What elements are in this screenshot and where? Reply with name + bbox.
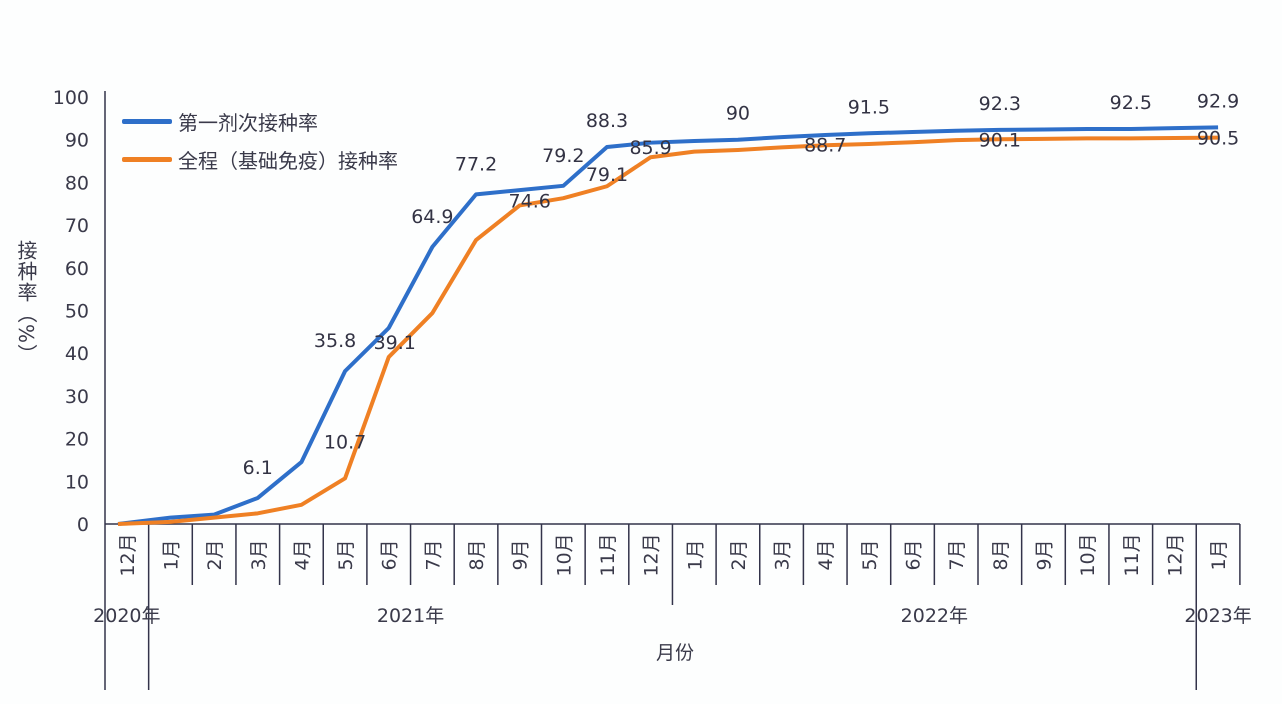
y-tick-label: 90 bbox=[65, 130, 89, 152]
data-label: 35.8 bbox=[314, 330, 356, 352]
data-label: 77.2 bbox=[455, 153, 497, 175]
x-axis-title: 月份 bbox=[656, 642, 694, 664]
x-tick-label: 11月 bbox=[1121, 533, 1143, 576]
series-line-full-course bbox=[117, 135, 1219, 526]
y-tick-label: 50 bbox=[65, 301, 89, 323]
data-label: 64.9 bbox=[411, 206, 453, 228]
x-tick-label: 1月 bbox=[160, 539, 182, 570]
x-tick-label: 3月 bbox=[772, 539, 794, 570]
data-label: 79.2 bbox=[542, 145, 584, 167]
x-tick-label: 12月 bbox=[117, 533, 139, 576]
y-tick-label: 20 bbox=[65, 429, 89, 451]
data-label: 88.3 bbox=[586, 110, 628, 132]
legend-label: 全程（基础免疫）接种率 bbox=[178, 148, 398, 173]
data-label: 10.7 bbox=[324, 431, 366, 453]
data-label: 92.5 bbox=[1110, 92, 1152, 114]
y-tick-label: 0 bbox=[77, 514, 89, 536]
x-tick-label: 1月 bbox=[684, 539, 706, 570]
year-label: 2021年 bbox=[377, 605, 444, 627]
x-tick-label: 1月 bbox=[1208, 539, 1230, 570]
legend: 第一剂次接种率 全程（基础免疫）接种率 bbox=[122, 102, 398, 178]
x-tick-label: 12月 bbox=[641, 533, 663, 576]
x-tick-label: 5月 bbox=[859, 539, 881, 570]
x-tick-label: 5月 bbox=[335, 539, 357, 570]
legend-label: 第一剂次接种率 bbox=[178, 110, 318, 135]
axes: 0 10 20 30 40 50 60 70 80 90 100 12月 1月 2月 3月 4月 5月 6月 7月 8… bbox=[53, 87, 1252, 690]
series-line-first-dose bbox=[117, 125, 1219, 526]
data-label: 92.9 bbox=[1197, 90, 1239, 112]
y-tick-label: 70 bbox=[65, 215, 89, 237]
data-label: 85.9 bbox=[629, 137, 671, 159]
y-axis-title: 接种率（%） bbox=[14, 240, 38, 366]
x-tick-label: 4月 bbox=[291, 539, 313, 570]
data-label: 90.1 bbox=[979, 129, 1021, 151]
x-tick-label: 7月 bbox=[946, 539, 968, 570]
year-label: 2020年 bbox=[93, 605, 160, 627]
year-label: 2022年 bbox=[901, 605, 968, 627]
data-label: 39.1 bbox=[374, 332, 416, 354]
series-lines bbox=[117, 125, 1219, 526]
x-tick-label: 8月 bbox=[990, 539, 1012, 570]
x-tick-label: 6月 bbox=[903, 539, 925, 570]
y-tick-label: 10 bbox=[65, 471, 89, 493]
x-tick-label: 8月 bbox=[466, 539, 488, 570]
data-label: 90 bbox=[726, 103, 750, 125]
x-tick-label: 10月 bbox=[1077, 533, 1099, 576]
legend-swatch-blue bbox=[122, 118, 172, 124]
x-tick-label: 2月 bbox=[728, 539, 750, 570]
data-label: 90.5 bbox=[1197, 128, 1239, 150]
data-label: 92.3 bbox=[979, 93, 1021, 115]
data-label: 6.1 bbox=[243, 457, 273, 479]
x-tick-label: 3月 bbox=[248, 539, 270, 570]
legend-item-first-dose: 第一剂次接种率 bbox=[122, 102, 398, 140]
data-label: 74.6 bbox=[509, 190, 551, 212]
y-tick-label: 100 bbox=[53, 87, 89, 109]
x-tick-label: 7月 bbox=[422, 539, 444, 570]
y-tick-label: 80 bbox=[65, 172, 89, 194]
x-tick-label: 4月 bbox=[815, 539, 837, 570]
data-label: 79.1 bbox=[586, 164, 628, 186]
data-label: 91.5 bbox=[848, 96, 890, 118]
data-labels: 6.1 35.8 64.9 77.2 79.288.3 90 91.5 92.3 92.5 92.… bbox=[243, 90, 1240, 479]
x-tick-label: 2月 bbox=[204, 539, 226, 570]
data-label: 88.7 bbox=[804, 134, 846, 156]
x-tick-label: 12月 bbox=[1164, 533, 1186, 576]
y-tick-label: 40 bbox=[65, 343, 89, 365]
y-tick-label: 60 bbox=[65, 258, 89, 280]
legend-item-full-course: 全程（基础免疫）接种率 bbox=[122, 140, 398, 178]
x-tick-label: 9月 bbox=[510, 539, 532, 570]
x-tick-label: 9月 bbox=[1033, 539, 1055, 570]
x-tick-label: 6月 bbox=[379, 539, 401, 570]
year-label: 2023年 bbox=[1184, 605, 1251, 627]
legend-swatch-orange bbox=[122, 156, 172, 162]
x-tick-label: 11月 bbox=[597, 533, 619, 576]
y-tick-label: 30 bbox=[65, 386, 89, 408]
x-tick-label: 10月 bbox=[553, 533, 575, 576]
